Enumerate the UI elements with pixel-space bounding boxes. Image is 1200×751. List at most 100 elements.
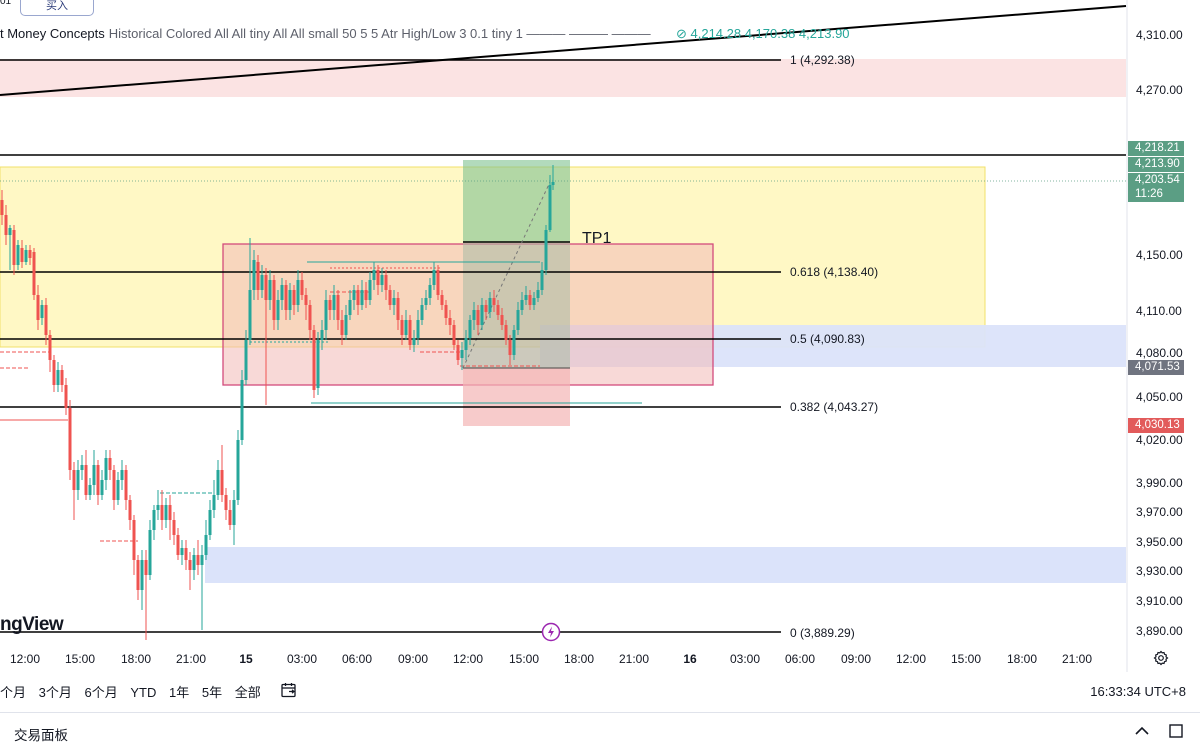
candle-body xyxy=(440,295,444,305)
candle-body xyxy=(148,530,152,575)
candle-body xyxy=(216,470,220,495)
time-label: 21:00 xyxy=(618,652,650,666)
candle-body xyxy=(12,230,16,265)
time-label: 15:00 xyxy=(64,652,96,666)
time-label: 03:00 xyxy=(286,652,318,666)
candle-body xyxy=(416,320,420,338)
fib-label-1: 1 (4,292.38) xyxy=(790,53,855,67)
candle-body xyxy=(536,290,540,298)
maximize-icon[interactable] xyxy=(1168,723,1184,739)
candle-body xyxy=(120,470,124,480)
range-option[interactable]: 个月 xyxy=(0,685,27,700)
range-option[interactable]: 5年 xyxy=(201,685,223,700)
range-option[interactable]: 3个月 xyxy=(38,685,72,700)
price-label: 3,890.00 xyxy=(1136,624,1183,638)
candle-body xyxy=(396,298,400,320)
buy-button[interactable]: 买入 xyxy=(20,0,94,16)
candle-body xyxy=(356,290,360,305)
lightning-alert-icon[interactable] xyxy=(541,622,561,642)
candle-body xyxy=(392,298,396,305)
candle-body xyxy=(176,535,180,555)
candle-body xyxy=(132,520,136,560)
trading-panel-title: 交易面板 xyxy=(14,728,68,743)
candle-body xyxy=(192,555,196,570)
position-profit-zone xyxy=(463,160,570,242)
candle-body xyxy=(312,330,316,390)
candle-body xyxy=(364,290,368,300)
time-label: 18:00 xyxy=(563,652,595,666)
price-tag-last: 4,203.54 xyxy=(1128,173,1184,188)
candle-body xyxy=(344,315,348,335)
candle-body xyxy=(460,350,464,358)
candle-body xyxy=(104,458,108,480)
candle-body xyxy=(32,252,36,295)
range-option[interactable]: YTD xyxy=(130,685,157,700)
candle-body xyxy=(8,228,12,235)
candle-body xyxy=(500,315,504,325)
candle-body xyxy=(56,370,60,385)
candle-body xyxy=(44,305,48,335)
candle-body xyxy=(64,385,68,408)
candle-body xyxy=(404,320,408,335)
candle-body xyxy=(548,185,552,230)
time-label: 06:00 xyxy=(784,652,816,666)
candle-body xyxy=(172,520,176,535)
position-path xyxy=(462,181,551,369)
candle-body xyxy=(248,290,252,340)
candle-body xyxy=(316,340,320,388)
candle-body xyxy=(204,535,208,555)
candle-body xyxy=(68,408,72,470)
settings-gear-icon[interactable] xyxy=(1153,650,1169,666)
candle-body xyxy=(528,295,532,305)
candle-body xyxy=(212,495,216,510)
candle-body xyxy=(544,230,548,270)
candle-body xyxy=(444,305,448,318)
candle-body xyxy=(380,275,384,285)
candle-body xyxy=(324,300,328,330)
range-option[interactable]: 6个月 xyxy=(84,685,118,700)
corner-value: 01 xyxy=(0,0,12,7)
candle-body xyxy=(72,470,76,490)
candle-body xyxy=(376,270,380,285)
candle-body xyxy=(516,310,520,330)
candle-body xyxy=(448,318,452,325)
candle-body xyxy=(240,380,244,440)
price-tag-high: 4,218.21 xyxy=(1128,141,1184,156)
time-label: 21:00 xyxy=(175,652,207,666)
candle-body xyxy=(40,305,44,318)
candle-body xyxy=(180,548,184,555)
fib-label-0618: 0.618 (4,138.40) xyxy=(790,265,878,279)
candle-body xyxy=(532,298,536,305)
range-option[interactable]: 全部 xyxy=(234,685,261,700)
candle-body xyxy=(400,320,404,335)
candle-body xyxy=(144,560,148,575)
chevron-up-icon[interactable] xyxy=(1134,725,1150,737)
fib-label-0: 0 (3,889.29) xyxy=(790,626,855,640)
candle-body xyxy=(264,275,268,300)
date-range-icon[interactable] xyxy=(280,681,298,699)
price-tag-countdown: 11:26 xyxy=(1128,187,1184,202)
trading-panel-bar[interactable]: 交易面板 xyxy=(0,712,1200,751)
time-label: 12:00 xyxy=(9,652,41,666)
candle-body xyxy=(48,335,52,360)
candle-body xyxy=(116,480,120,500)
time-label: 15:00 xyxy=(508,652,540,666)
candle-body xyxy=(388,290,392,305)
candle-body xyxy=(384,275,388,290)
price-label: 3,990.00 xyxy=(1136,476,1183,490)
price-label: 3,950.00 xyxy=(1136,535,1183,549)
candle-body xyxy=(100,480,104,495)
candle-body xyxy=(340,320,344,335)
candle-body xyxy=(156,505,160,510)
candle-body xyxy=(252,260,256,290)
price-label: 4,020.00 xyxy=(1136,433,1183,447)
chart-clock[interactable]: 16:33:34 UTC+8 xyxy=(1090,684,1186,699)
candle-body xyxy=(184,548,188,560)
candle-body xyxy=(512,330,516,355)
candle-body xyxy=(244,340,248,380)
candle-body xyxy=(320,330,324,340)
range-option[interactable]: 1年 xyxy=(168,685,190,700)
indicator-legend[interactable]: t Money Concepts Historical Colored All A… xyxy=(0,26,651,41)
candle-body xyxy=(328,300,332,310)
